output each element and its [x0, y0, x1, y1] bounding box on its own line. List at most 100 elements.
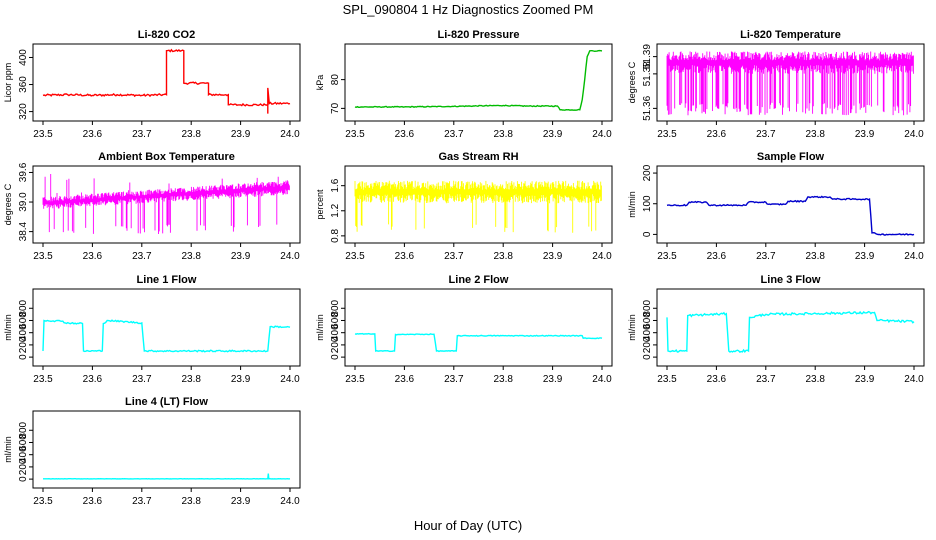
y-tick-label: 51.39	[642, 44, 653, 69]
panel-ambient-box-temperature: Ambient Box Temperature 23.5 23.6 23.7 23.8 2…	[3, 151, 301, 262]
y-tick-label: 0.8	[330, 228, 341, 242]
y-axis-label: Licor ppm	[3, 63, 13, 103]
x-tick-label: 23.6	[83, 374, 103, 385]
x-tick-label: 23.5	[657, 129, 677, 140]
panel-line-1-flow: Line 1 Flow 23.5 23.6 23.7 23.8 23.9 24.0 02004…	[3, 274, 301, 385]
y-axis-label: ml/min	[627, 191, 637, 218]
y-tick-label: 51.38	[642, 61, 653, 86]
panel-gas-stream-rh: Gas Stream RH 23.5 23.6 23.7 23.8 23.9 24.0 0.8…	[315, 151, 613, 262]
data-line	[354, 332, 603, 353]
y-tick-label: 360	[18, 76, 29, 93]
y-tick-label: 200	[642, 336, 653, 353]
x-tick-label: 23.5	[657, 251, 677, 262]
x-tick-label: 23.9	[231, 129, 251, 140]
y-tick-label: 39.0	[18, 192, 29, 212]
x-tick-label: 23.5	[33, 129, 53, 140]
y-axis-label: percent	[315, 189, 325, 220]
panel-title: Li-820 Temperature	[740, 29, 841, 41]
x-tick-label: 23.8	[493, 251, 513, 262]
x-tick-label: 23.8	[181, 129, 201, 140]
x-tick-label: 23.7	[756, 129, 776, 140]
x-tick-label: 23.7	[132, 374, 152, 385]
x-tick-label: 23.8	[493, 374, 513, 385]
y-tick-label: 400	[18, 49, 29, 66]
x-tick-label: 23.6	[83, 496, 103, 507]
x-tick-label: 23.5	[657, 374, 677, 385]
panel-li-820-pressure: Li-820 Pressure 23.5 23.6 23.7 23.8 23.9 24.0 7…	[315, 29, 613, 140]
data-series	[354, 180, 602, 233]
plot-frame	[32, 288, 301, 367]
data-series	[42, 174, 290, 234]
plot-frame	[32, 410, 301, 489]
x-tick-label: 24.0	[280, 251, 300, 262]
y-axis-label: degrees C	[627, 61, 637, 103]
plot-frame	[656, 165, 925, 244]
y-tick-label: 1.6	[330, 178, 341, 192]
plot-frame	[344, 43, 613, 122]
y-tick-label: 51.36	[642, 95, 653, 120]
y-tick-label: 0	[18, 476, 29, 482]
x-tick-label: 24.0	[592, 251, 612, 262]
y-tick-label: 600	[642, 312, 653, 329]
x-tick-label: 24.0	[280, 496, 300, 507]
plot-frame	[344, 288, 613, 367]
data-series	[354, 49, 603, 111]
y-tick-label: 80	[330, 74, 341, 86]
data-series	[666, 51, 914, 116]
x-tick-label: 23.5	[33, 374, 53, 385]
x-tick-label: 23.7	[132, 251, 152, 262]
x-tick-label: 23.7	[132, 496, 152, 507]
x-tick-label: 23.9	[855, 374, 875, 385]
panel-title: Line 3 Flow	[761, 274, 821, 286]
x-tick-label: 23.9	[855, 129, 875, 140]
x-tick-label: 23.5	[345, 129, 365, 140]
data-line	[666, 310, 915, 353]
y-tick-label: 400	[642, 324, 653, 341]
x-tick-label: 23.8	[805, 251, 825, 262]
x-tick-label: 23.6	[707, 251, 727, 262]
plot-frame	[656, 288, 925, 367]
y-tick-label: 200	[18, 336, 29, 353]
y-tick-label: 1.2	[330, 203, 341, 217]
plot-frame	[32, 165, 301, 244]
x-tick-label: 23.7	[444, 251, 464, 262]
data-line	[666, 195, 915, 236]
panel-line-2-flow: Line 2 Flow 23.5 23.6 23.7 23.8 23.9 24.0 02004…	[315, 274, 613, 385]
y-tick-label: 100	[642, 195, 653, 212]
data-band	[42, 174, 290, 234]
y-axis-label: degrees C	[3, 183, 13, 225]
panel-title: Li-820 Pressure	[438, 29, 520, 41]
x-axis-label: Hour of Day (UTC)	[413, 518, 523, 533]
x-tick-label: 23.5	[345, 374, 365, 385]
y-tick-label: 0	[642, 231, 653, 237]
x-tick-label: 24.0	[280, 129, 300, 140]
y-tick-label: 70	[330, 102, 341, 114]
y-tick-label: 800	[330, 299, 341, 316]
panel-li-820-co2: Li-820 CO2 23.5 23.6 23.7 23.8 23.9 24.0 320 360…	[3, 29, 301, 140]
data-series	[42, 319, 291, 353]
x-tick-label: 23.9	[543, 251, 563, 262]
x-tick-label: 23.7	[444, 129, 464, 140]
x-tick-label: 23.6	[83, 129, 103, 140]
y-tick-label: 38.4	[18, 221, 29, 241]
y-tick-label: 400	[330, 324, 341, 341]
plot-frame	[344, 165, 613, 244]
y-tick-label: 600	[330, 312, 341, 329]
x-tick-label: 23.9	[855, 251, 875, 262]
x-tick-label: 23.8	[805, 129, 825, 140]
y-tick-label: 200	[642, 164, 653, 181]
y-tick-label: 320	[18, 103, 29, 120]
x-tick-label: 23.7	[132, 129, 152, 140]
x-tick-label: 24.0	[904, 374, 924, 385]
panel-line-3-flow: Line 3 Flow 23.5 23.6 23.7 23.8 23.9 24.0 02004…	[627, 274, 925, 385]
y-axis-label: ml/min	[3, 436, 13, 463]
plot-frame	[656, 43, 925, 122]
data-series	[354, 332, 603, 353]
x-tick-label: 23.6	[707, 129, 727, 140]
panel-title: Ambient Box Temperature	[98, 151, 235, 163]
x-tick-label: 23.9	[543, 129, 563, 140]
x-tick-label: 23.8	[493, 129, 513, 140]
x-tick-label: 23.6	[395, 251, 415, 262]
data-line	[43, 473, 291, 480]
